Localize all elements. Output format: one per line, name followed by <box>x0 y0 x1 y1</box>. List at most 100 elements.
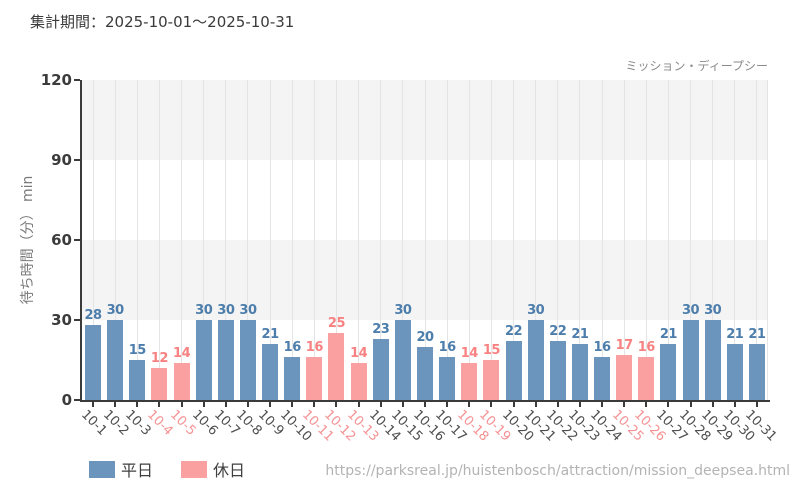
bar-value-label: 30 <box>527 303 545 318</box>
bar-value-label: 14 <box>350 345 368 361</box>
bar-value-label: 30 <box>106 303 125 318</box>
x-tick-mark <box>667 402 670 407</box>
x-tick-mark <box>401 402 404 407</box>
x-tick-mark <box>578 402 581 407</box>
bar-10-10 <box>284 357 301 400</box>
grid-line-vertical <box>158 80 160 400</box>
grid-line-vertical <box>313 80 315 400</box>
x-tick-mark <box>623 402 626 407</box>
bar-value-label: 16 <box>438 340 457 356</box>
x-tick-mark <box>158 402 161 407</box>
grid-line-vertical <box>358 80 360 400</box>
bar-10-11 <box>306 357 323 400</box>
bar-10-7 <box>217 320 234 400</box>
x-tick-mark <box>246 402 249 407</box>
bar-10-13 <box>350 362 367 400</box>
grid-line-vertical <box>667 80 669 400</box>
bar-value-label: 21 <box>571 327 589 342</box>
grid-line-vertical <box>490 80 492 400</box>
bar-10-1 <box>85 325 102 400</box>
bar-10-15 <box>394 320 411 400</box>
bar-value-label: 20 <box>416 329 434 345</box>
bar-value-label: 30 <box>681 303 700 318</box>
grid-line-vertical <box>767 80 768 400</box>
legend-label-weekday: 平日 <box>121 461 154 480</box>
grid-line-vertical <box>225 80 227 400</box>
grid-line-vertical <box>203 80 205 400</box>
x-tick-mark <box>424 402 426 407</box>
legend-item-holiday: 休日 <box>181 457 245 481</box>
grid-line-vertical <box>712 80 714 400</box>
x-tick-mark <box>224 402 227 407</box>
grid-line-vertical <box>92 80 94 400</box>
bar-value-label: 21 <box>748 327 766 342</box>
grid-line-vertical <box>535 80 537 400</box>
bar-value-label: 30 <box>217 303 235 318</box>
y-tick-mark <box>74 319 80 321</box>
bar-10-2 <box>107 320 124 400</box>
y-tick-mark <box>74 159 80 161</box>
bar-10-8 <box>239 320 256 400</box>
x-tick-mark <box>512 402 515 407</box>
y-tick-label: 30 <box>51 311 72 329</box>
bar-value-label: 14 <box>460 345 479 361</box>
x-tick-mark <box>357 402 360 407</box>
x-tick-mark <box>755 402 758 407</box>
bar-value-label: 16 <box>283 340 302 356</box>
bar-value-label: 22 <box>549 324 567 340</box>
bar-value-label: 14 <box>173 345 191 361</box>
y-tick-label: 90 <box>51 151 72 169</box>
grid-line-vertical <box>645 80 647 400</box>
grid-line-vertical <box>335 80 337 400</box>
bar-value-label: 25 <box>327 316 346 332</box>
grid-line-vertical <box>623 80 625 400</box>
grid-line-vertical <box>579 80 581 400</box>
y-tick-label: 0 <box>61 391 72 409</box>
grid-line-vertical <box>468 80 470 400</box>
bar-10-24 <box>594 357 611 400</box>
grid-line-vertical <box>136 80 138 400</box>
x-tick-mark <box>202 402 205 407</box>
bar-10-3 <box>129 360 146 400</box>
bar-10-27 <box>660 344 677 400</box>
bar-10-21 <box>527 320 544 400</box>
bar-10-25 <box>616 354 633 400</box>
bar-value-label: 30 <box>239 303 257 318</box>
grid-line-vertical <box>690 80 692 400</box>
x-tick-mark <box>136 402 139 407</box>
bar-10-19 <box>483 360 500 400</box>
grid-line-vertical <box>247 80 249 400</box>
x-tick-mark <box>379 402 382 407</box>
x-tick-mark <box>335 402 338 407</box>
grid-line-vertical <box>756 80 758 400</box>
bar-value-label: 16 <box>593 340 611 356</box>
x-tick-mark <box>534 402 537 407</box>
bar-value-label: 30 <box>394 303 412 318</box>
y-tick-mark <box>74 239 80 241</box>
grid-line-vertical <box>181 80 183 400</box>
grid-line-vertical <box>424 80 426 400</box>
bar-10-29 <box>704 320 721 400</box>
x-tick-mark <box>689 402 692 407</box>
holiday-color-swatch <box>181 460 208 478</box>
bar-10-6 <box>195 320 212 400</box>
x-axis-line <box>80 400 770 402</box>
x-tick-mark <box>180 402 183 407</box>
bar-10-26 <box>638 357 655 400</box>
weekday-color-swatch <box>89 460 115 478</box>
bar-10-22 <box>549 341 566 400</box>
bar-value-label: 30 <box>195 303 213 318</box>
y-tick-mark <box>74 399 80 401</box>
bar-10-12 <box>328 333 345 400</box>
bar-10-5 <box>173 362 190 400</box>
bar-10-16 <box>417 346 433 400</box>
bar-value-label: 12 <box>150 351 169 366</box>
bar-value-label: 15 <box>482 343 501 358</box>
bar-10-17 <box>439 357 456 400</box>
bar-10-18 <box>461 362 478 400</box>
bar-10-30 <box>726 344 743 400</box>
y-axis-line <box>80 80 82 402</box>
grid-line-vertical <box>291 80 293 400</box>
x-tick-mark <box>291 402 294 407</box>
y-tick-mark <box>74 79 80 81</box>
